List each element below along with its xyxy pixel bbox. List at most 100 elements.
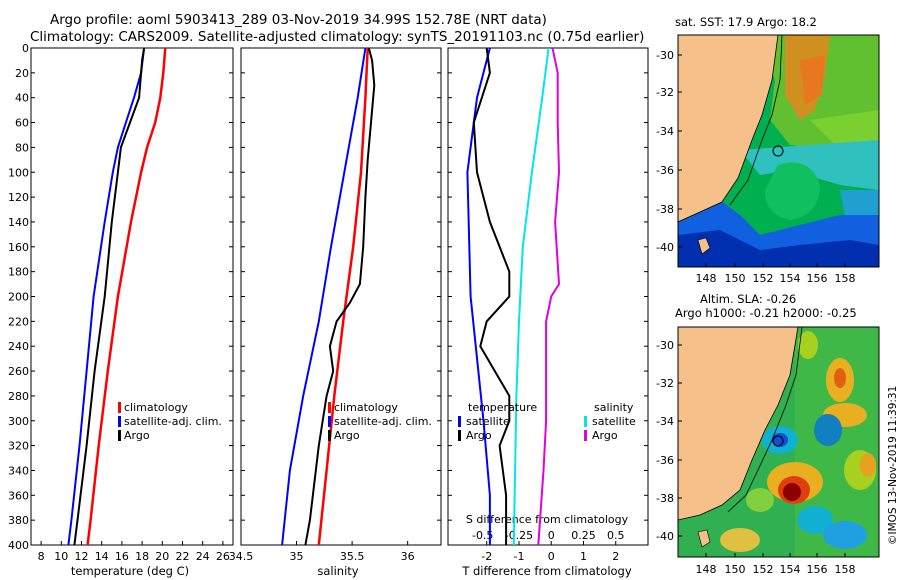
- map-y-tick-label: -38: [656, 492, 674, 505]
- map-y-tick-label: -30: [656, 339, 674, 352]
- x-tick-label: 10: [54, 550, 68, 563]
- legend-label: Argo: [334, 429, 360, 442]
- y-tick-label: 80: [15, 141, 29, 154]
- y-tick-label: 180: [8, 266, 29, 279]
- plot-frame: [30, 47, 234, 546]
- sst-map: [677, 34, 880, 268]
- legend-label: Argo: [592, 429, 618, 442]
- x-tick-label: 14: [95, 550, 109, 563]
- y-tick-label: 260: [8, 365, 29, 378]
- legend-label: satellite-adj. clim.: [334, 415, 432, 428]
- plot-title-line1: Argo profile: aoml 5903413_289 03-Nov-20…: [50, 12, 547, 28]
- x2-tick-label: 0.25: [571, 529, 596, 542]
- x-tick-label: 34.5: [229, 550, 254, 563]
- x-tick-label: 16: [115, 550, 129, 563]
- y-tick-label: 0: [22, 42, 29, 55]
- x-tick-label: 12: [75, 550, 89, 563]
- salinity-panel: 34.5 35 35.5 36 salinity climatologysatellite…: [229, 47, 442, 578]
- sla-map: [677, 326, 880, 558]
- map-x-tick-label: 158: [835, 563, 856, 576]
- map-x-tick-label: 152: [753, 272, 774, 285]
- map-y-tick-label: -40: [656, 241, 674, 254]
- x-tick-label: 35: [290, 550, 304, 563]
- legend-swatch: [118, 402, 121, 413]
- series-line-climatology: [317, 48, 369, 545]
- legend-swatch: [118, 430, 121, 441]
- series-line-s-argo: [537, 48, 561, 545]
- x-tick-label: -2: [481, 550, 492, 563]
- legend-label: satellite: [466, 415, 510, 428]
- series-line-argo: [304, 48, 376, 545]
- sla-map-subtitle: Argo h1000: -0.21 h2000: -0.25: [675, 306, 857, 320]
- x2-tick-label: 0: [548, 529, 555, 542]
- x2-tick-label: 0.5: [607, 529, 625, 542]
- map-x-tick-label: 156: [807, 563, 828, 576]
- map-x-tick-label: 148: [696, 272, 717, 285]
- map-x-tick-label: 158: [835, 272, 856, 285]
- x-axis-label: salinity: [317, 564, 358, 578]
- y-tick-label: 280: [8, 390, 29, 403]
- y-tick-label: 320: [8, 440, 29, 453]
- y-tick-label: 340: [8, 464, 29, 477]
- y-tick-label: 360: [8, 489, 29, 502]
- map-y-tick-label: -36: [656, 164, 674, 177]
- series-line-s-satellite: [512, 48, 550, 545]
- map-x-tick-label: 154: [780, 563, 801, 576]
- y-tick-label: 240: [8, 340, 29, 353]
- plot-frame: [447, 47, 649, 546]
- legend-swatch: [458, 430, 461, 441]
- map-y-tick-label: -30: [656, 49, 674, 62]
- map-y-tick-label: -34: [656, 415, 674, 428]
- legend-label: Argo: [466, 429, 492, 442]
- x-tick-label: -1: [513, 550, 524, 563]
- x-tick-label: 26: [216, 550, 230, 563]
- sla-map-title: Altim. SLA: -0.26: [700, 292, 797, 306]
- series-line-t-argo: [472, 48, 511, 545]
- legend-swatch: [118, 416, 121, 427]
- y-tick-label: 200: [8, 291, 29, 304]
- y-tick-label: 40: [15, 92, 29, 105]
- legend-label: climatology: [124, 401, 188, 414]
- plot-frame: [240, 47, 442, 546]
- series-line-satellite-adj-clim-: [281, 48, 367, 545]
- x-tick-label: 18: [135, 550, 149, 563]
- y-tick-label: 100: [8, 166, 29, 179]
- x-tick-label: 20: [155, 550, 169, 563]
- difference-panel: -2 -1 0 1 2-0.5 -0.25 0 0.25 0.5S difference fro…: [447, 47, 649, 578]
- series-line-argo: [73, 48, 146, 545]
- plot-title-line2: Climatology: CARS2009. Satellite-adjuste…: [30, 29, 645, 45]
- map-y-tick-label: -34: [656, 125, 674, 138]
- legend-label: satellite: [592, 415, 636, 428]
- map-y-tick-label: -36: [656, 454, 674, 467]
- y-tick-label: 160: [8, 241, 29, 254]
- copyright-timestamp: ©IMOS 13-Nov-2019 11:39:31: [887, 385, 899, 545]
- x-tick-label: 24: [196, 550, 210, 563]
- x-tick-label: 36: [401, 550, 415, 563]
- y-tick-label: 60: [15, 117, 29, 130]
- map-x-tick-label: 150: [725, 563, 746, 576]
- legend-label: satellite-adj. clim.: [124, 415, 222, 428]
- x-tick-label: 22: [176, 550, 190, 563]
- legend-label: Argo: [124, 429, 150, 442]
- y-tick-label: 400: [8, 539, 29, 552]
- argo-position-marker: [772, 435, 784, 447]
- y-tick-label: 20: [15, 67, 29, 80]
- y-tick-label: 380: [8, 514, 29, 527]
- temperature-panel: 0 20 40 60 80 100 120 140 160 180 200 220 240 260 280 3…: [8, 42, 234, 578]
- x-tick-label: 35.5: [340, 550, 365, 563]
- sst-map-title: sat. SST: 17.9 Argo: 18.2: [675, 15, 817, 29]
- series-line-satellite-adj-clim-: [67, 48, 146, 545]
- y-tick-label: 120: [8, 191, 29, 204]
- map-x-tick-label: 156: [807, 272, 828, 285]
- x-axis-label: T difference from climatology: [461, 564, 632, 578]
- series-line-t-satellite: [466, 48, 491, 545]
- legend-swatch: [584, 416, 587, 427]
- map-y-tick-label: -32: [656, 377, 674, 390]
- legend-swatch: [328, 402, 331, 413]
- x2-tick-label: -0.5: [472, 529, 493, 542]
- legend-label: temperature: [468, 401, 537, 414]
- legend-label: salinity: [594, 401, 634, 414]
- argo-position-marker: [772, 145, 784, 157]
- series-line-climatology: [86, 48, 167, 545]
